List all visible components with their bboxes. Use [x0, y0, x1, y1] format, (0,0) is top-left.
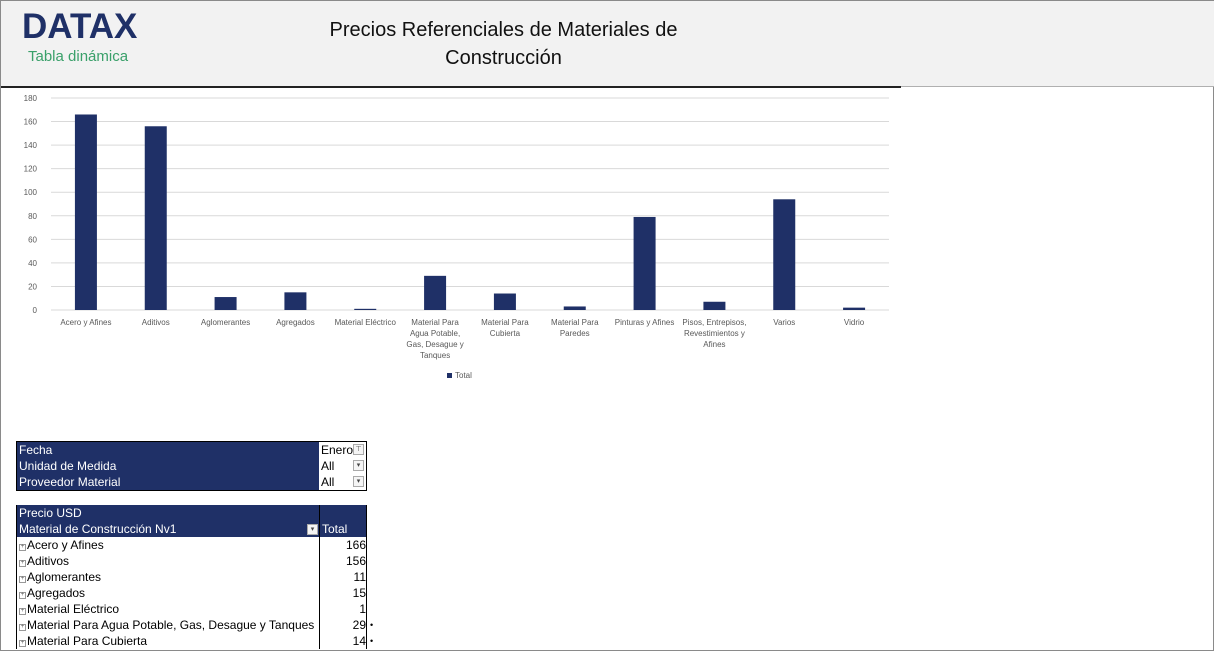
pivot-table: Precio USD Material de Construcción Nv1 ▾… [16, 505, 367, 649]
bar [843, 307, 866, 310]
bar [493, 293, 516, 310]
y-tick-label: 160 [24, 118, 38, 127]
row-label: Aglomerantes [27, 570, 102, 584]
bar [214, 297, 237, 310]
row-header: Material de Construcción Nv1 [19, 522, 177, 536]
y-tick-label: 80 [28, 212, 37, 221]
x-tick-label: Aglomerantes [201, 318, 250, 327]
y-tick-label: 180 [24, 94, 38, 103]
x-tick-label: Material Para Agua Potable, Gas, Desague y… [406, 318, 463, 360]
subtitle: Tabla dinámica [28, 48, 129, 65]
table-row: + Material Para Agua Potable, Gas, Desagu… [17, 617, 366, 633]
divider [1, 86, 901, 88]
table-row: + Aditivos 156 [17, 553, 366, 569]
filter-icon[interactable]: ⊤ [353, 444, 364, 455]
x-tick-label: Material Eléctrico [335, 318, 397, 327]
y-tick-label: 140 [24, 141, 38, 150]
table-row: + Acero y Afines 166 [17, 537, 366, 553]
expand-icon[interactable]: + [19, 560, 26, 567]
row-total: 29 [319, 617, 366, 633]
row-total: 15 [319, 585, 366, 601]
row-total: 1 [319, 601, 366, 617]
table-row: + Agregados 15 [17, 585, 366, 601]
y-tick-label: 120 [24, 165, 38, 174]
y-tick-label: 20 [28, 282, 37, 291]
y-tick-label: 40 [28, 259, 37, 268]
row-label: Material Para Agua Potable, Gas, Desague… [27, 618, 315, 632]
x-tick-label: Acero y Afines [60, 318, 111, 327]
chevron-down-icon[interactable]: ▾ [353, 476, 364, 487]
filter-label: Fecha [17, 442, 319, 458]
bar [633, 216, 656, 310]
row-label: Material Para Cubierta [27, 634, 148, 648]
bar [74, 114, 97, 310]
filter-label: Unidad de Medida [17, 458, 319, 474]
expand-icon[interactable]: + [19, 544, 26, 551]
x-tick-label: Vidrio [844, 318, 865, 327]
bar [773, 199, 796, 310]
y-tick-label: 60 [28, 235, 37, 244]
row-label: Agregados [27, 586, 86, 600]
marker: • [370, 636, 374, 646]
expand-icon[interactable]: + [19, 592, 26, 599]
marker: • [370, 620, 374, 630]
x-tick-label: Varios [773, 318, 795, 327]
filter-value[interactable]: Enero ⊤ [319, 442, 366, 458]
filter-label: Proveedor Material [17, 474, 319, 490]
col-header: Total [319, 521, 366, 537]
expand-icon[interactable]: + [19, 640, 26, 647]
expand-icon[interactable]: + [19, 576, 26, 583]
row-total: 156 [319, 553, 366, 569]
x-tick-label: Aditivos [142, 318, 170, 327]
filter-row: Fecha Enero ⊤ [17, 442, 366, 458]
legend-swatch [447, 373, 452, 378]
row-label: Aditivos [27, 554, 70, 568]
expand-icon[interactable]: + [19, 608, 26, 615]
x-tick-label: Pinturas y Afines [615, 318, 675, 327]
y-tick-label: 0 [33, 306, 38, 315]
filter-value[interactable]: All ▾ [319, 474, 366, 490]
legend-label: Total [455, 371, 472, 380]
row-total: 14 [319, 633, 366, 649]
row-filter-dropdown[interactable]: ▾ [307, 524, 318, 535]
x-tick-label: Material Para Cubierta [481, 318, 529, 338]
bar [354, 308, 377, 310]
row-total: 166 [319, 537, 366, 553]
bar-chart: 0 20 40 60 80 100 120 140 160 180 Acero y Afines Ad… [24, 94, 889, 380]
chevron-down-icon[interactable]: ▾ [353, 460, 364, 471]
bar [284, 292, 307, 310]
page-title: Precios Referenciales de Materiales de C… [329, 19, 678, 69]
filter-value[interactable]: All ▾ [319, 458, 366, 474]
filter-value-text: Enero [321, 443, 354, 457]
filter-row: Unidad de Medida All ▾ [17, 458, 366, 474]
filter-row: Proveedor Material All ▾ [17, 474, 366, 490]
filter-value-text: All [321, 475, 335, 489]
table-row: + Material Para Cubierta 14 [17, 633, 366, 649]
table-row: + Material Eléctrico 1 [17, 601, 366, 617]
filter-value-text: All [321, 459, 335, 473]
row-label: Acero y Afines [27, 538, 104, 552]
row-total: 11 [319, 569, 366, 585]
y-tick-label: 100 [24, 188, 38, 197]
table-row: + Aglomerantes 11 [17, 569, 366, 585]
bar [144, 126, 167, 310]
x-tick-label: Material Para Paredes [551, 318, 599, 338]
x-tick-label: Pisos, Entrepisos, Revestimientos y Afines [682, 318, 746, 349]
x-tick-label: Agregados [276, 318, 315, 327]
row-label: Material Eléctrico [27, 602, 120, 616]
header: DATAX Tabla dinámica Precios Referencial… [1, 1, 1214, 87]
expand-icon[interactable]: + [19, 624, 26, 631]
value-header: Precio USD [19, 506, 82, 520]
logo: DATAX [22, 7, 138, 46]
bar [563, 306, 586, 310]
bar [703, 301, 726, 310]
bar [424, 275, 447, 310]
pivot-filters: Fecha Enero ⊤ Unidad de Medida All ▾ Proveedor… [16, 441, 367, 491]
